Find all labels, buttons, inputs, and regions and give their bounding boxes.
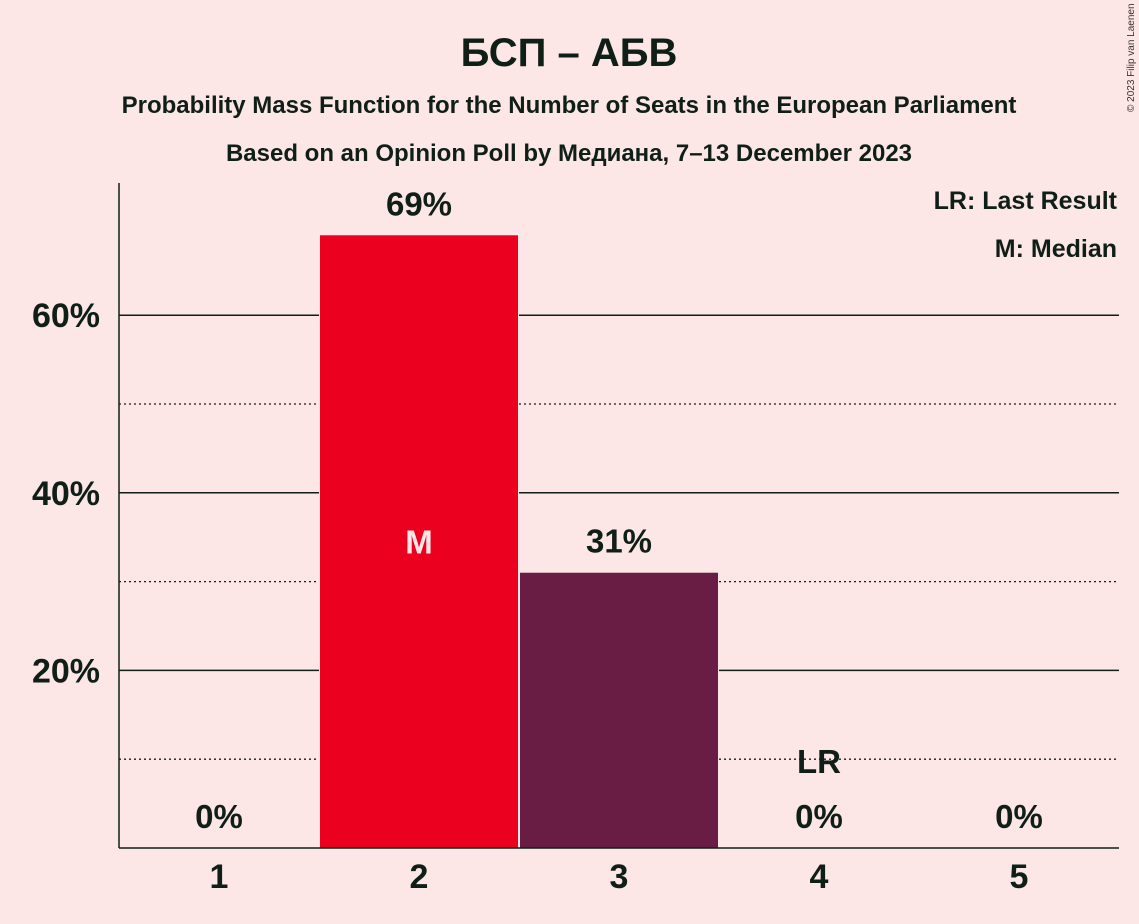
chart-subtitle-1: Probability Mass Function for the Number…	[122, 92, 1017, 119]
x-tick-label: 2	[410, 858, 429, 896]
y-axis: 20% 40% 60%	[32, 183, 120, 848]
y-tick-label: 40%	[32, 475, 100, 513]
x-tick-label: 4	[810, 858, 829, 896]
x-tick-label: 3	[610, 858, 629, 896]
y-tick-label: 60%	[32, 297, 100, 335]
x-tick-label: 1	[210, 858, 229, 896]
bar-seats-3	[520, 572, 718, 848]
last-result-marker: LR	[797, 743, 841, 780]
chart-title: БСП – АБВ	[461, 31, 678, 75]
bar-seats-2	[320, 235, 518, 848]
x-tick-label: 5	[1010, 858, 1029, 896]
bars	[319, 233, 719, 848]
data-label: 31%	[586, 523, 652, 560]
data-label: 0%	[195, 798, 243, 835]
data-label: 0%	[995, 798, 1043, 835]
data-label: 69%	[386, 185, 452, 222]
y-tick-label: 20%	[32, 652, 100, 690]
copyright-credit: © 2023 Filip van Laenen	[1126, 3, 1137, 112]
median-marker: M	[405, 524, 433, 561]
legend-last-result: LR: Last Result	[934, 187, 1118, 215]
chart-subtitle-2: Based on an Opinion Poll by Медиана, 7–1…	[226, 140, 912, 167]
legend-median: M: Median	[995, 235, 1117, 263]
data-label: 0%	[795, 798, 843, 835]
x-axis: 1 2 3 4 5	[119, 847, 1119, 896]
data-labels: 0% 69% M 31% 0% LR 0%	[195, 185, 1043, 835]
